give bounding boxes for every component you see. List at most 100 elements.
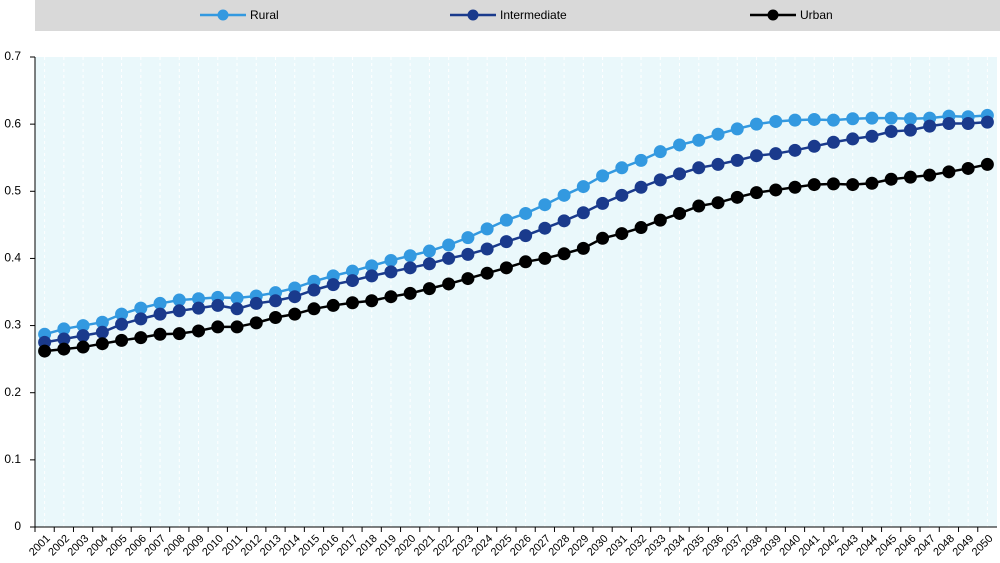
point [57,342,71,356]
point [172,304,186,318]
point [903,123,917,137]
x-tick-label: 2021 [412,533,438,559]
point [134,331,148,345]
y-tick-label: 0.1 [4,452,21,466]
point [596,196,610,210]
point [538,221,552,235]
x-tick-label: 2003 [65,533,91,559]
point [750,149,763,163]
point [480,242,494,256]
y-tick-label: 0.6 [4,116,21,130]
point [307,302,321,316]
point [307,283,321,297]
x-tick-label: 2009 [181,533,207,559]
point [807,139,821,153]
point [769,183,783,197]
point [961,116,975,130]
point [461,247,475,261]
x-tick-label: 2026 [508,533,534,559]
x-tick-label: 2031 [604,533,630,559]
x-tick-label: 2042 [816,533,842,559]
point [865,111,879,125]
point [750,186,763,200]
point [249,296,263,310]
point [115,333,129,347]
point [923,168,937,182]
point [576,180,590,194]
x-tick-label: 2025 [489,533,515,559]
point [615,188,629,202]
x-tick-label: 2041 [797,533,823,559]
point [211,298,225,312]
point [76,340,90,354]
point [230,291,244,305]
point [769,114,783,128]
point [596,231,610,245]
point [172,293,186,307]
point [846,112,860,126]
point [403,261,417,275]
point [172,327,186,341]
point [903,112,917,126]
point [788,143,802,157]
x-tick-label: 2036 [700,533,726,559]
x-tick-label: 2050 [970,533,996,559]
x-tick-label: 2012 [239,533,265,559]
x-tick-label: 2024 [470,533,496,559]
point [57,322,71,336]
point [134,312,148,326]
point [422,257,436,271]
point [288,290,302,304]
point [884,111,898,125]
x-tick-label: 2013 [258,533,284,559]
point [519,206,533,220]
x-tick-label: 2020 [393,533,419,559]
point [480,266,494,280]
point [634,153,648,167]
x-tick-label: 2010 [200,533,226,559]
point [115,307,129,321]
point [384,290,398,304]
x-tick-label: 2001 [27,533,53,559]
x-tick-label: 2032 [623,533,649,559]
point [807,178,821,192]
point [826,177,840,191]
x-tick-label: 2006 [123,533,149,559]
x-tick-label: 2044 [854,533,880,559]
y-tick-label: 0.5 [4,183,21,197]
x-tick-label: 2046 [893,533,919,559]
legend-label: Rural [250,8,279,22]
x-tick-label: 2043 [835,533,861,559]
x-tick-label: 2034 [662,533,688,559]
point [538,198,552,212]
point [95,315,109,329]
plot-background [35,57,997,527]
point [345,264,359,278]
point [384,253,398,267]
point [826,135,840,149]
x-tick-label: 2014 [277,533,303,559]
point [76,329,90,343]
point [557,247,571,261]
point [442,251,456,265]
x-tick-label: 2039 [758,533,784,559]
y-tick-label: 0.3 [4,318,21,332]
x-tick-label: 2002 [46,533,72,559]
point [596,169,610,183]
point [807,112,821,126]
point [653,173,667,187]
point [326,278,340,292]
point [884,172,898,186]
point [269,311,282,325]
point [365,294,379,308]
point [653,145,667,159]
x-tick-label: 2007 [142,533,168,559]
point [846,178,860,192]
point [692,199,706,213]
point [192,301,206,315]
point [442,238,456,252]
point [730,153,744,167]
point [384,265,398,279]
